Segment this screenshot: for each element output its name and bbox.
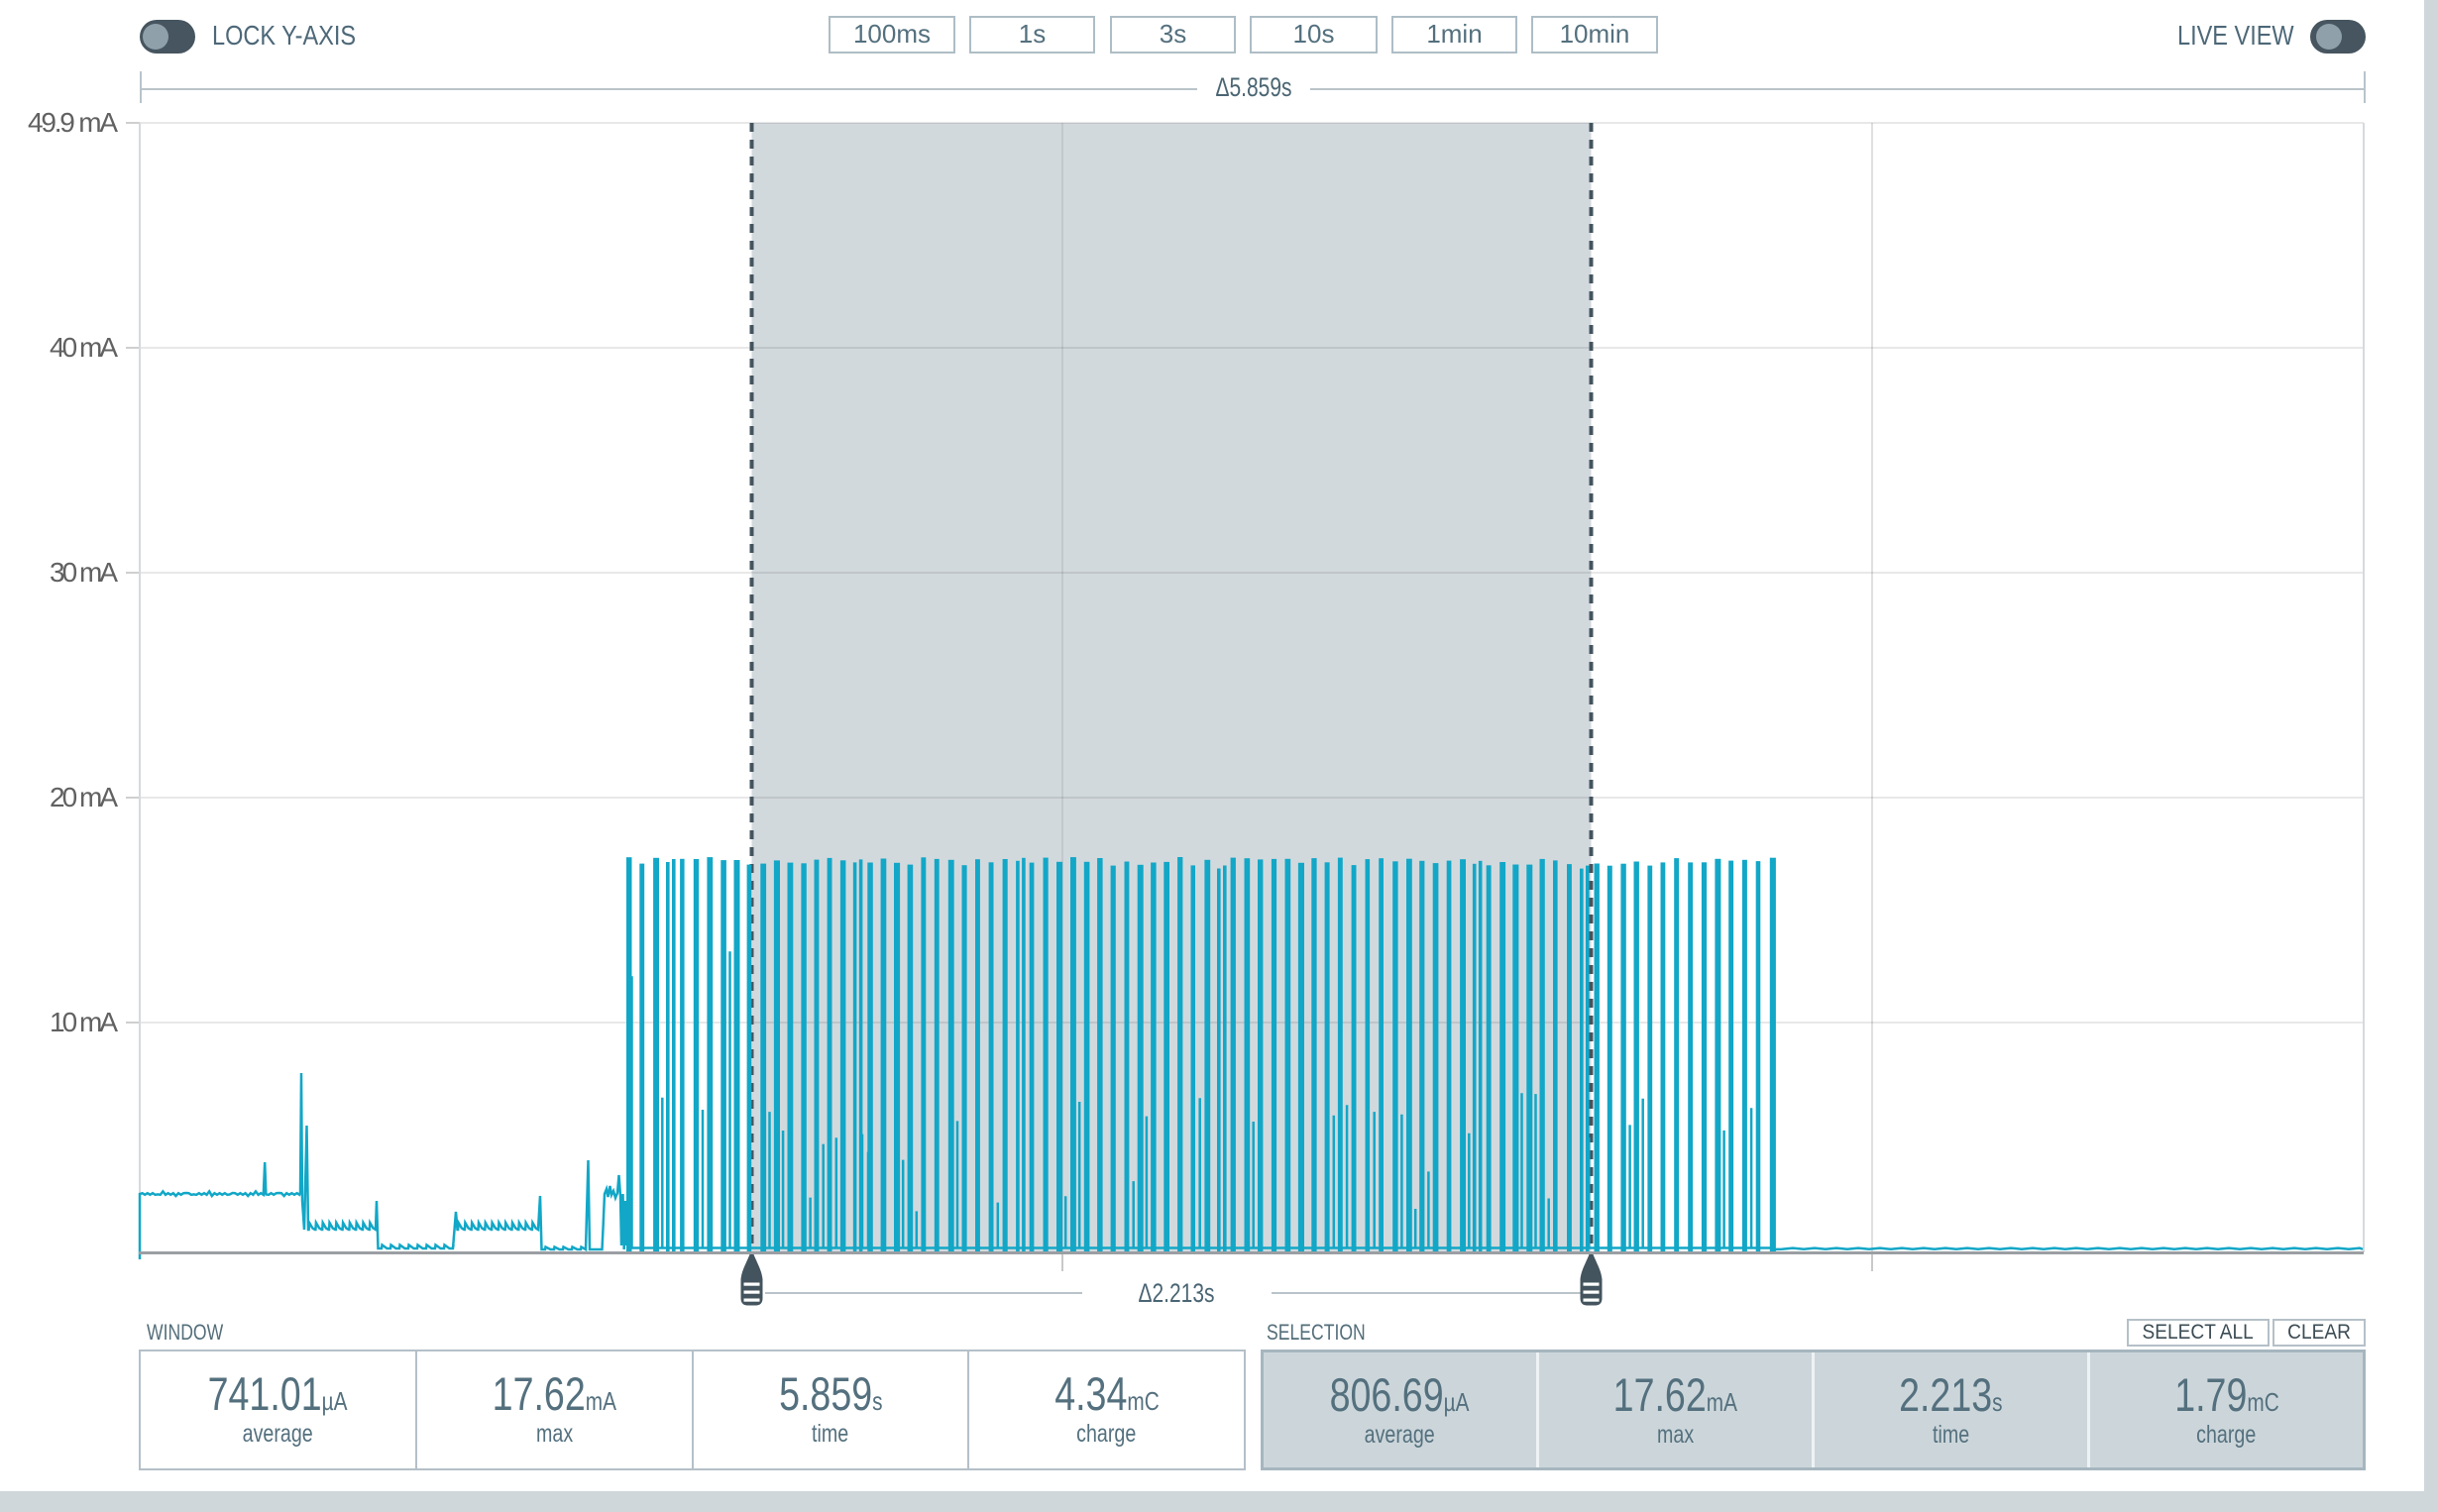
svg-text:30 mA: 30 mA [50,557,118,588]
svg-text:40 mA: 40 mA [50,332,118,363]
svg-text:10 mA: 10 mA [50,1007,118,1037]
svg-text:Δ2.213s: Δ2.213s [1139,1278,1215,1308]
svg-text:Δ5.859s: Δ5.859s [1216,72,1292,102]
svg-text:20 mA: 20 mA [50,782,118,812]
svg-text:49.9 mA: 49.9 mA [28,107,118,138]
